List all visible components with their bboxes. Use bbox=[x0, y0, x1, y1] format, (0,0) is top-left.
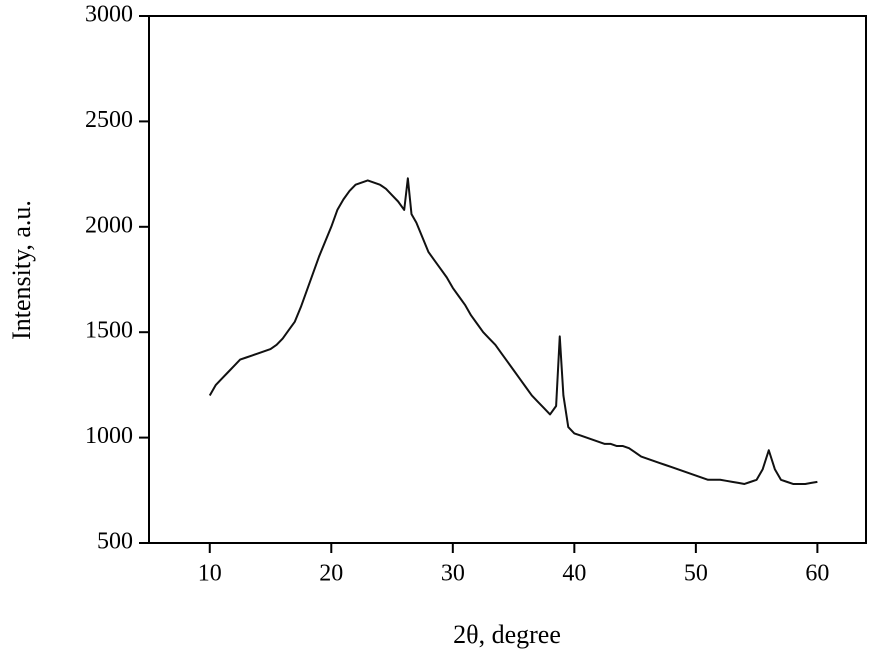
x-tick-label: 50 bbox=[684, 561, 708, 587]
plot-frame bbox=[148, 15, 867, 544]
y-tick-label: 1500 bbox=[85, 318, 133, 344]
y-tick-label: 500 bbox=[97, 529, 133, 555]
x-tick-label: 60 bbox=[805, 561, 829, 587]
data-line bbox=[208, 177, 818, 485]
x-tick-label: 20 bbox=[319, 561, 343, 587]
x-tick-label: 30 bbox=[441, 561, 465, 587]
y-tick-label: 2500 bbox=[85, 107, 133, 133]
x-axis-label: 2θ, degree bbox=[453, 620, 561, 649]
y-tick-label: 2000 bbox=[85, 212, 133, 238]
x-tick-label: 10 bbox=[198, 561, 222, 587]
x-tick-label: 40 bbox=[562, 561, 586, 587]
y-axis-label: Intensity, a.u. bbox=[7, 200, 36, 340]
y-tick-label: 3000 bbox=[85, 2, 133, 28]
y-tick-label: 1000 bbox=[85, 423, 133, 449]
